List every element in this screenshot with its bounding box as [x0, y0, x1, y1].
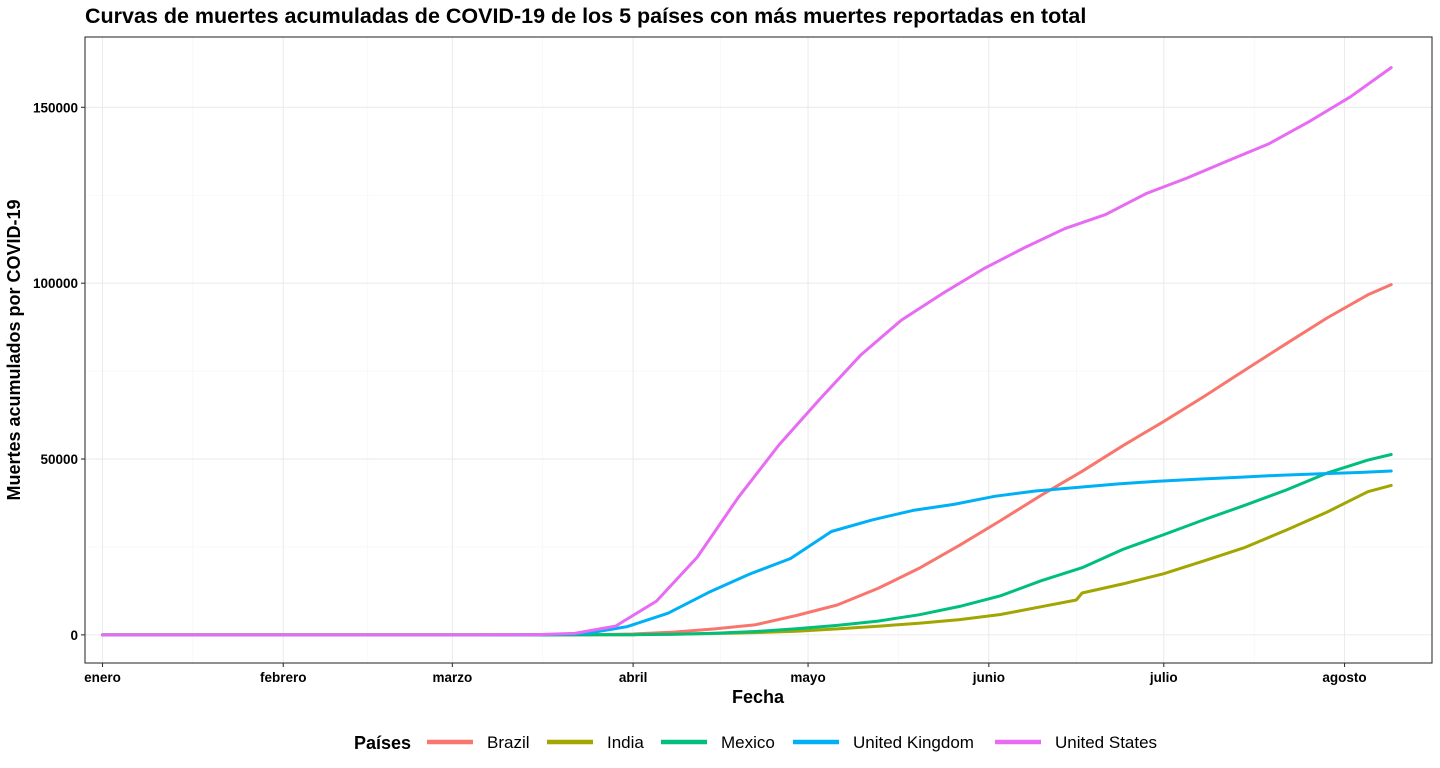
plot-panel: [84, 36, 1433, 664]
y-tick-label: 150000: [33, 100, 78, 115]
major-gridlines-x: [101, 37, 1346, 663]
panel-border: [84, 36, 1433, 664]
minor-gridlines-y: [85, 194, 1432, 548]
x-tick-label: agosto: [1322, 670, 1366, 685]
legend-label: Brazil: [487, 733, 530, 752]
x-tick-label: febrero: [260, 670, 307, 685]
x-tick-label: abril: [619, 670, 648, 685]
minor-gridlines-x: [192, 37, 1255, 663]
x-axis: enero febrero marzo abril mayo junio julio agos…: [84, 663, 1367, 685]
y-tick-label: 100000: [33, 276, 78, 291]
x-tick-label: marzo: [432, 670, 472, 685]
series-line-united-states: [101, 66, 1393, 637]
legend-label: United States: [1055, 733, 1157, 752]
x-tick-label: mayo: [790, 670, 825, 685]
x-tick-label: junio: [972, 670, 1005, 685]
x-axis-title: Fecha: [732, 687, 785, 707]
legend-label: India: [607, 733, 644, 752]
legend-label: Mexico: [721, 733, 775, 752]
legend-title: Países: [354, 733, 411, 753]
series-line-mexico: [101, 453, 1393, 637]
legend-label: United Kingdom: [853, 733, 974, 752]
y-tick-label: 0: [70, 628, 78, 643]
y-tick-label: 50000: [40, 452, 78, 467]
y-axis: 0 50000 100000 150000: [33, 100, 85, 643]
series-line-brazil: [101, 283, 1393, 637]
y-axis-title: Muertes acumulados por COVID-19: [4, 199, 24, 500]
x-tick-label: enero: [84, 670, 121, 685]
chart-title: Curvas de muertes acumuladas de COVID-19…: [85, 4, 1086, 28]
x-tick-label: julio: [1149, 670, 1178, 685]
series-lines: [101, 66, 1393, 637]
legend: Países Brazil India Mexico United Kingdom Un…: [354, 733, 1157, 753]
series-line-united-kingdom: [101, 469, 1393, 637]
